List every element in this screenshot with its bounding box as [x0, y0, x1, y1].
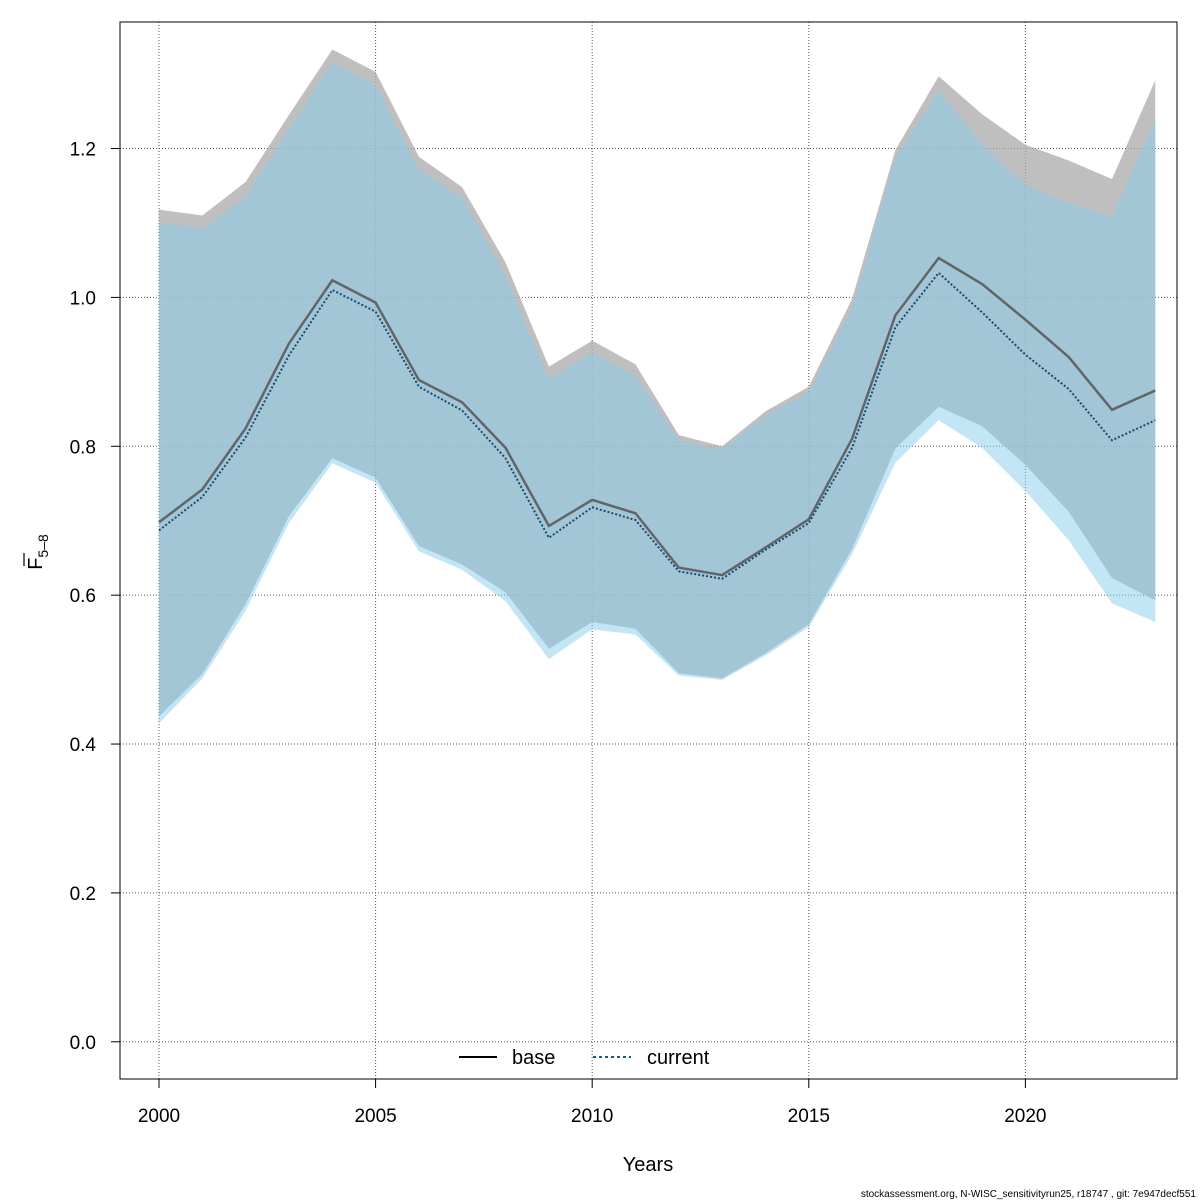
y-tick-label-1.2: 1.2	[70, 140, 96, 161]
x-tick-label-2020: 2020	[1004, 1106, 1046, 1127]
y-tick-label-0.4: 0.4	[70, 735, 97, 756]
y-tick-label-0.0: 0.0	[70, 1033, 96, 1054]
legend-label-current: current	[647, 1047, 710, 1069]
line-base	[158, 256, 1156, 577]
x-axis-title: Years	[623, 1154, 673, 1176]
y-axis-title-main: F	[25, 558, 47, 570]
line-current	[158, 271, 1156, 580]
y-axis: 0.0 0.2 0.4 0.6 0.8 1.0 1.2	[70, 140, 120, 1054]
legend: base current	[459, 1047, 710, 1069]
confidence-bands	[159, 49, 1156, 724]
y-axis-title: F5–8	[23, 534, 51, 570]
x-axis: 2000 2005 2010 2015 2020	[138, 1079, 1047, 1127]
plot-frame	[119, 21, 1178, 1080]
svg-text:F5–8: F5–8	[25, 534, 51, 570]
legend-label-base: base	[512, 1047, 555, 1069]
x-tick-label-2010: 2010	[571, 1106, 613, 1127]
y-tick-label-0.6: 0.6	[70, 586, 96, 607]
series-lines	[158, 256, 1156, 580]
x-tick-label-2000: 2000	[138, 1106, 180, 1127]
x-tick-label-2015: 2015	[788, 1106, 830, 1127]
y-tick-label-0.8: 0.8	[70, 437, 96, 458]
y-axis-title-subscript: 5–8	[35, 534, 51, 558]
band-current	[159, 62, 1156, 724]
y-tick-label-1.0: 1.0	[70, 288, 96, 309]
x-tick-label-2005: 2005	[354, 1106, 396, 1127]
y-tick-label-0.2: 0.2	[70, 884, 96, 905]
credit-footer: stockassessment.org, N-WISC_sensitivityr…	[861, 1189, 1197, 1200]
